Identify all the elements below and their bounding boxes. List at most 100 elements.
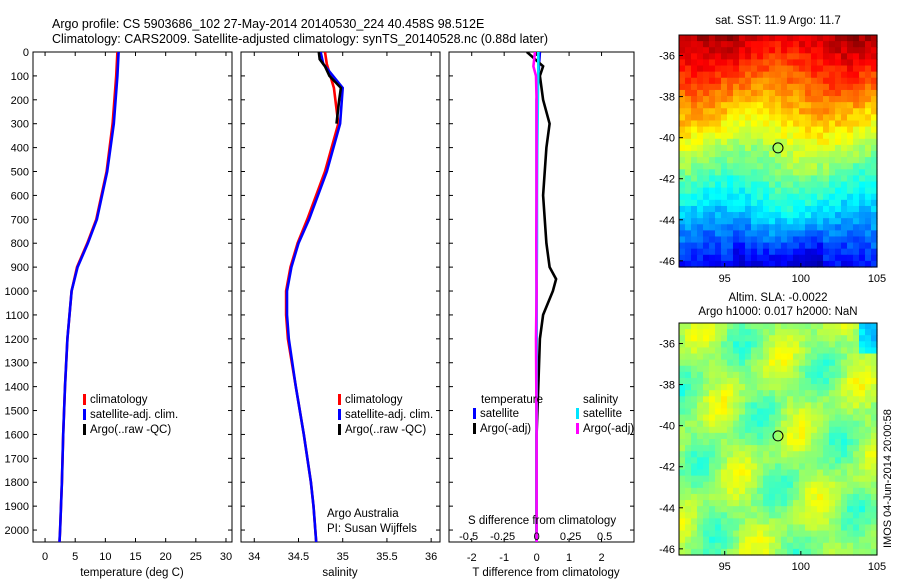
map-cell — [763, 463, 770, 471]
sla-map-title-2: Argo h1000: 0.017 h2000: NaN — [698, 306, 857, 318]
map-cell — [691, 500, 698, 507]
map-cell — [751, 481, 758, 489]
map-cell — [697, 414, 704, 422]
map-cell — [787, 254, 794, 262]
map-cell — [805, 144, 812, 152]
map-cell — [697, 487, 704, 495]
map-cell — [745, 242, 752, 250]
map-cell — [859, 536, 866, 544]
map-cell — [793, 53, 800, 61]
map-cell — [775, 260, 782, 268]
map-cell — [781, 230, 788, 238]
map-cell — [703, 35, 710, 42]
map-cell — [847, 254, 854, 262]
map-cell — [811, 536, 818, 544]
map-cell — [703, 371, 710, 379]
map-cell — [787, 475, 794, 483]
legend-swatch — [83, 394, 86, 405]
map-cell — [781, 224, 788, 231]
map-cell — [751, 248, 758, 256]
map-cell — [709, 175, 716, 183]
map-cell — [799, 187, 806, 195]
map-cell — [835, 47, 842, 54]
difference-legend: temperature salinity satelliteArgo(-adj)… — [473, 394, 634, 435]
map-cell — [685, 218, 692, 225]
map-cell — [745, 224, 752, 231]
map-cell — [859, 59, 866, 67]
map-cell — [775, 114, 782, 122]
map-cell — [817, 132, 824, 140]
map-cell — [739, 353, 746, 361]
map-cell — [763, 120, 770, 128]
map-cell — [703, 365, 710, 373]
map-cell — [769, 83, 776, 91]
map-cell — [727, 187, 734, 195]
map-cell — [745, 83, 752, 91]
map-cell — [691, 402, 698, 410]
map-cell — [709, 353, 716, 361]
map-cell — [721, 157, 728, 164]
map-cell — [745, 524, 752, 532]
map-cell — [757, 175, 764, 183]
difference-axes-frame — [448, 51, 635, 543]
map-cell — [823, 59, 830, 67]
map-cell — [769, 518, 776, 526]
map-cell — [847, 512, 854, 519]
map-cell — [679, 224, 686, 231]
map-cell — [739, 512, 746, 519]
map-cell — [757, 481, 764, 489]
map-cell — [709, 102, 716, 109]
map-cell — [757, 120, 764, 128]
map-cell — [787, 108, 794, 115]
map-cell — [781, 377, 788, 385]
map-cell — [679, 89, 686, 97]
map-cell — [817, 114, 824, 122]
map-cell — [715, 481, 722, 489]
map-cell — [727, 439, 734, 446]
map-cell — [811, 420, 818, 428]
map-cell — [775, 236, 782, 244]
map-cell — [685, 536, 692, 544]
map-cell — [745, 47, 752, 54]
map-cell — [811, 230, 818, 238]
map-cell — [793, 151, 800, 158]
map-cell — [721, 500, 728, 507]
map-cell — [799, 365, 806, 373]
map-cell — [871, 132, 878, 140]
map-cell — [787, 481, 794, 489]
map-cell — [775, 353, 782, 361]
map-cell — [715, 157, 722, 164]
map-cell — [847, 181, 854, 189]
map-cell — [733, 35, 740, 42]
map-cell — [739, 500, 746, 507]
map-cell — [805, 524, 812, 532]
map-cell — [691, 163, 698, 170]
map-cell — [715, 35, 722, 42]
map-cell — [871, 439, 878, 446]
map-cell — [781, 132, 788, 140]
map-cell — [703, 47, 710, 54]
map-cell — [685, 457, 692, 465]
map-cell — [685, 163, 692, 170]
map-cell — [853, 420, 860, 428]
map-cell — [685, 512, 692, 519]
map-cell — [775, 138, 782, 146]
legend-swatch — [338, 409, 341, 420]
map-cell — [847, 365, 854, 373]
map-cell — [835, 132, 842, 140]
map-cell — [853, 475, 860, 483]
map-cell — [739, 341, 746, 349]
map-cell — [811, 163, 818, 170]
legend-swatch — [473, 408, 476, 419]
map-cell — [721, 329, 728, 336]
map-cell — [859, 169, 866, 177]
map-cell — [757, 390, 764, 397]
map-cell — [697, 151, 704, 158]
map-cell — [739, 493, 746, 501]
map-cell — [679, 144, 686, 152]
map-cell — [685, 193, 692, 201]
map-cell — [829, 230, 836, 238]
map-cell — [787, 542, 794, 550]
map-cell — [781, 169, 788, 177]
